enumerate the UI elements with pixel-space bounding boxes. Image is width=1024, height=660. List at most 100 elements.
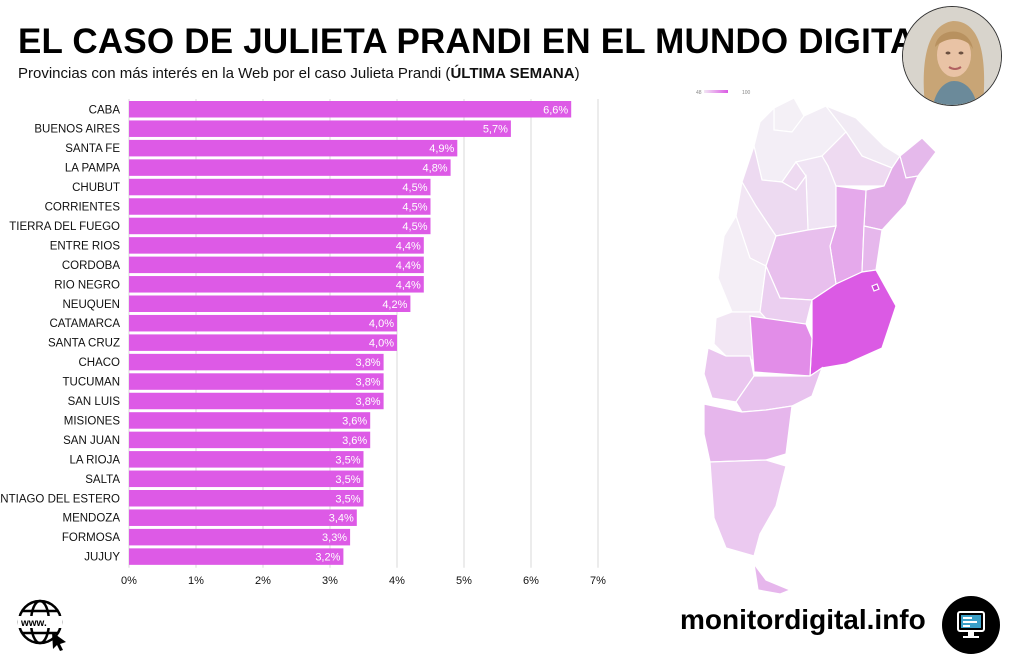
subtitle-prefix: Provincias con más interés en la Web por… <box>18 65 451 82</box>
province-entrerios <box>861 225 883 273</box>
bar-layer: CABA 6,6% BUENOS AIRES 5,7% SANTA FE 4,9% LA P… <box>0 101 572 565</box>
category-label: SANTA FE <box>65 143 120 155</box>
globe-www-icon: www. <box>17 599 66 651</box>
subtitle-suffix: ) <box>574 65 580 82</box>
value-label: 3,6% <box>342 435 367 447</box>
value-label: 4,4% <box>396 240 421 252</box>
monitor-icon <box>957 611 985 638</box>
bar <box>129 353 384 371</box>
map-provinces <box>703 97 937 595</box>
value-label: 3,8% <box>356 396 381 408</box>
value-label: 3,8% <box>356 377 381 389</box>
bar <box>129 295 411 312</box>
bar <box>129 314 397 332</box>
category-label: CORRIENTES <box>45 202 121 214</box>
value-label: 4,9% <box>429 143 454 155</box>
bar <box>129 470 364 488</box>
value-label: 3,5% <box>335 474 360 486</box>
www-text: www. <box>20 618 47 629</box>
bar <box>129 548 344 565</box>
value-label: 3,5% <box>335 493 360 505</box>
province-tierradelfuego <box>753 563 792 595</box>
brand-name: monitordigital.info <box>680 604 926 635</box>
category-label: CHACO <box>78 357 120 369</box>
value-label: 3,5% <box>335 454 360 466</box>
category-label: TUCUMAN <box>63 377 121 389</box>
map-legend-min: 48 <box>696 90 702 96</box>
value-label: 4,5% <box>402 182 427 194</box>
value-label: 5,7% <box>483 124 508 136</box>
bar <box>129 120 511 137</box>
bar <box>129 139 458 157</box>
category-label: TIERRA DEL FUEGO <box>9 221 120 233</box>
bar <box>129 276 424 293</box>
category-label: SAN JUAN <box>63 435 120 447</box>
value-label: 4,5% <box>402 202 427 214</box>
tick-layer: 0% 1% 2% 3% 4% 5% 6% 7% <box>121 575 606 587</box>
province-lapampa <box>749 315 813 377</box>
category-label: CHUBUT <box>72 182 120 194</box>
bar <box>129 101 572 118</box>
category-label: ENTRE RIOS <box>50 240 121 252</box>
value-label: 4,4% <box>396 260 421 272</box>
category-label: LA RIOJA <box>70 454 121 466</box>
value-label: 6,6% <box>543 104 568 116</box>
bar <box>129 392 384 410</box>
bar <box>129 509 357 526</box>
value-label: 4,8% <box>423 163 448 175</box>
x-tick-label: 4% <box>389 575 405 587</box>
bar <box>129 431 371 449</box>
bar <box>129 334 397 351</box>
category-label: SALTA <box>85 474 120 486</box>
province-caba <box>871 283 880 292</box>
x-tick-label: 0% <box>121 575 137 587</box>
province-santacruz <box>709 459 787 557</box>
bar <box>129 256 424 274</box>
province-chubut <box>703 403 793 463</box>
grid-layer <box>128 99 599 568</box>
x-tick-label: 5% <box>456 575 472 587</box>
monitor-logo <box>942 596 1000 654</box>
portrait-image <box>903 7 1001 105</box>
bar <box>129 217 431 235</box>
value-label: 3,8% <box>356 357 381 369</box>
bar <box>129 198 431 215</box>
value-label: 3,4% <box>329 513 354 525</box>
category-label: RIO NEGRO <box>54 279 120 291</box>
avatar <box>902 6 1002 106</box>
value-label: 4,4% <box>396 279 421 291</box>
x-tick-label: 1% <box>188 575 204 587</box>
category-label: JUJUY <box>84 552 120 564</box>
bar <box>129 237 424 254</box>
category-label: MENDOZA <box>63 513 121 525</box>
category-label: SANTIAGO DEL ESTERO <box>0 493 120 505</box>
category-label: SANTA CRUZ <box>48 338 120 350</box>
bar <box>129 451 364 468</box>
argentina-map: 48 100 <box>696 90 937 595</box>
province-misiones <box>899 137 937 179</box>
category-label: CATAMARCA <box>50 318 121 330</box>
category-label: NEUQUEN <box>62 299 120 311</box>
category-label: MISIONES <box>64 415 121 427</box>
bar <box>129 412 371 429</box>
map-legend-max: 100 <box>742 90 751 96</box>
category-label: BUENOS AIRES <box>34 124 120 136</box>
value-label: 4,0% <box>369 318 394 330</box>
bar <box>129 159 451 176</box>
value-label: 4,0% <box>369 338 394 350</box>
bar <box>129 490 364 507</box>
bar <box>129 178 431 196</box>
category-label: CORDOBA <box>62 260 120 272</box>
category-label: CABA <box>89 104 121 116</box>
map-legend-bar <box>704 90 728 93</box>
x-tick-label: 7% <box>590 575 606 587</box>
subtitle-bold: ÚLTIMA SEMANA <box>450 65 575 82</box>
bar <box>129 373 384 390</box>
value-label: 3,2% <box>315 552 340 564</box>
bar-chart: CABA 6,6% BUENOS AIRES 5,7% SANTA FE 4,9% LA P… <box>0 99 606 587</box>
x-tick-label: 3% <box>322 575 338 587</box>
category-label: LA PAMPA <box>65 163 121 175</box>
value-label: 4,2% <box>382 299 407 311</box>
value-label: 4,5% <box>402 221 427 233</box>
page-subtitle: Provincias con más interés en la Web por… <box>18 65 580 82</box>
